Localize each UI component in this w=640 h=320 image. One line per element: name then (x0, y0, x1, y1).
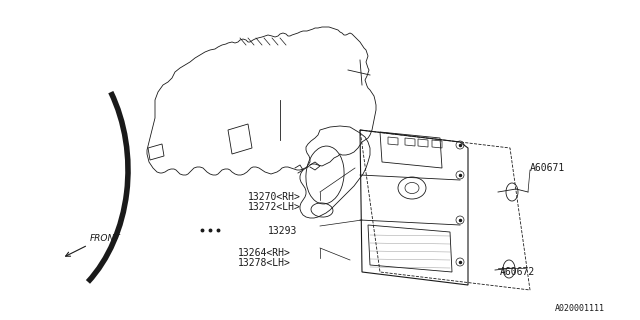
Text: 13264<RH>: 13264<RH> (238, 248, 291, 258)
Text: A020001111: A020001111 (555, 304, 605, 313)
Text: A60672: A60672 (500, 267, 535, 277)
Text: 13278<LH>: 13278<LH> (238, 258, 291, 268)
Text: 13293: 13293 (268, 226, 298, 236)
Text: 13270<RH>: 13270<RH> (248, 192, 301, 202)
Text: 13272<LH>: 13272<LH> (248, 202, 301, 212)
Text: FRONT: FRONT (90, 234, 121, 243)
Text: A60671: A60671 (530, 163, 565, 173)
